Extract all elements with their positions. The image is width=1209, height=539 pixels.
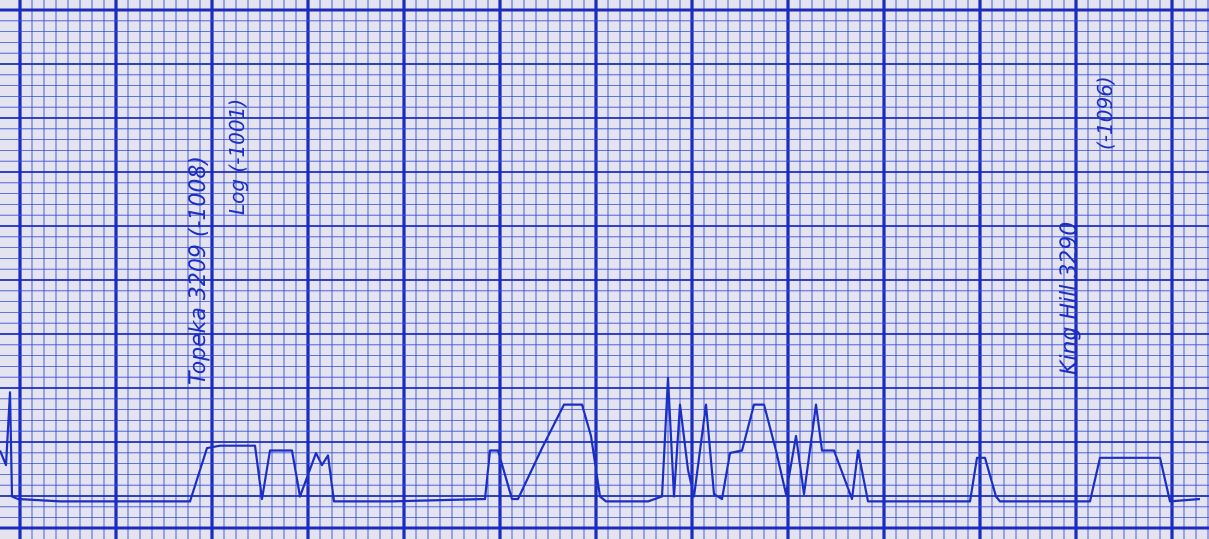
annotation-topeka: Topeka 3209 (-1008) — [186, 156, 211, 385]
log-trace-line — [0, 376, 1201, 503]
trace-layer — [0, 376, 1201, 503]
annotation-layer: Topeka 3209 (-1008) Log (-1001) King Hil… — [186, 76, 1117, 385]
annotation-log: Log (-1001) — [225, 99, 249, 215]
annotation-king-hill-depth: (-1096) — [1093, 76, 1117, 150]
annotation-king-hill: King Hill 3290 — [1057, 222, 1082, 375]
